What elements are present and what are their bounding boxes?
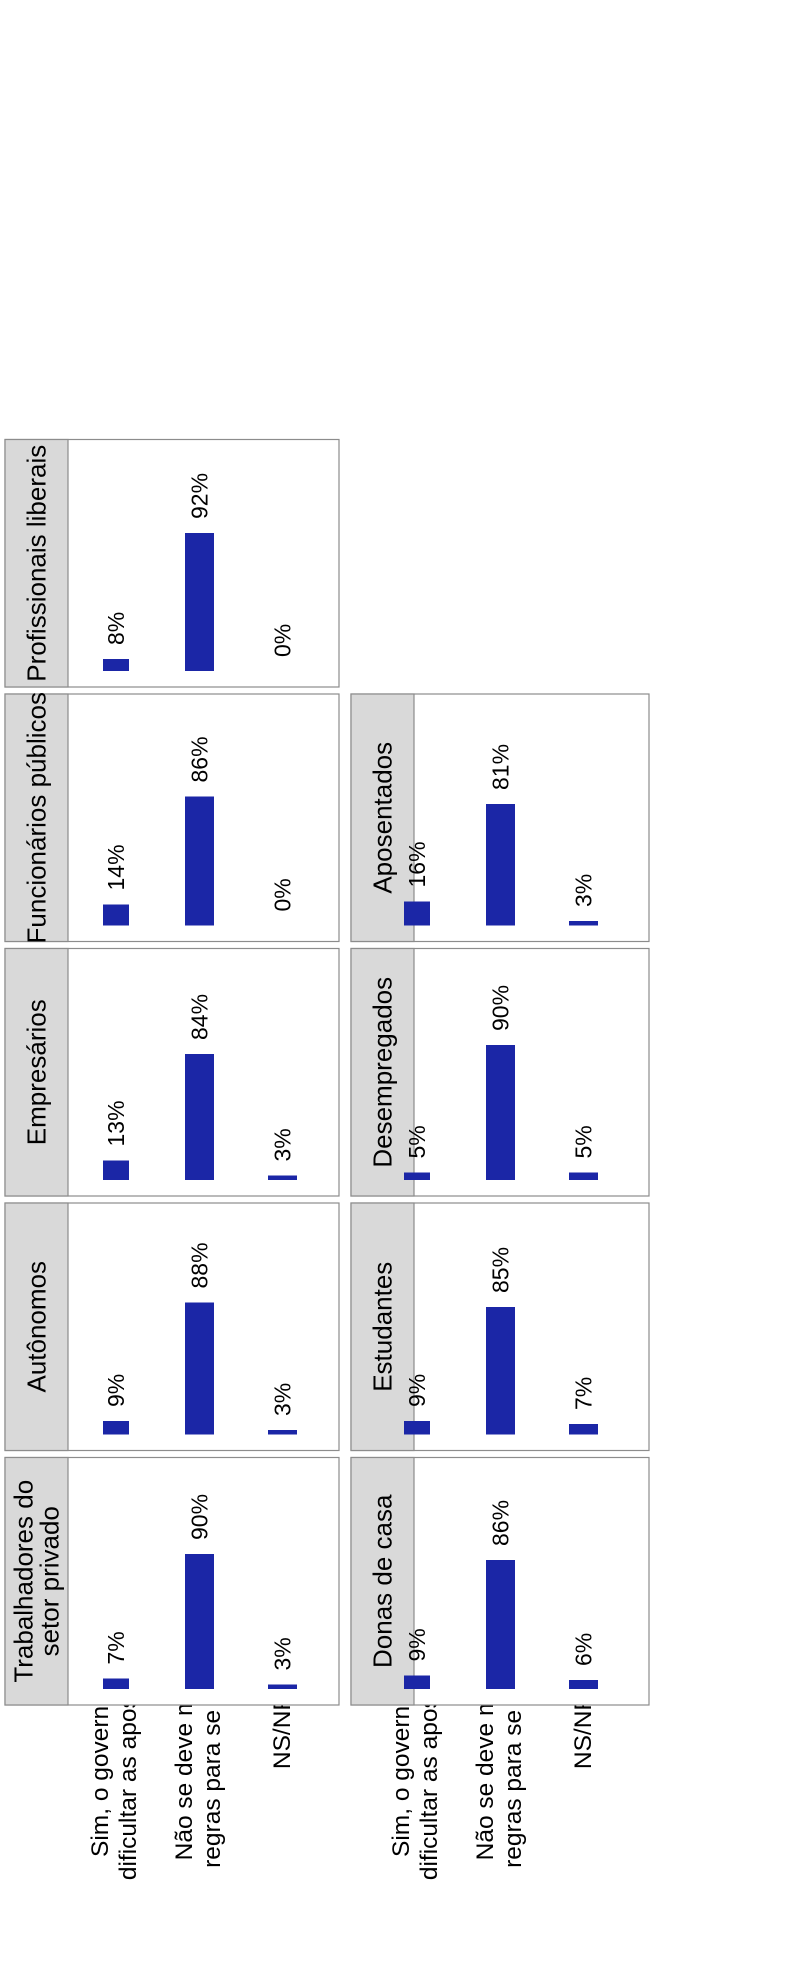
panel-strip	[4, 947, 69, 1197]
data-label: 0%	[270, 624, 296, 657]
data-label: 90%	[488, 985, 514, 1031]
data-label: 86%	[488, 1500, 514, 1546]
bar	[569, 1680, 598, 1689]
panel-title: Funcionários públicos	[22, 692, 52, 943]
data-label: 9%	[404, 1374, 430, 1407]
bar	[404, 1675, 430, 1689]
data-label: 3%	[270, 1383, 296, 1416]
data-label: 6%	[571, 1633, 597, 1666]
panel-title-line: Autônomos	[22, 1261, 52, 1393]
panel: Autônomos 9% 88% 3%	[4, 1202, 340, 1452]
bar	[103, 1421, 129, 1435]
panel-title: Profissionais liberais	[22, 445, 52, 682]
bar	[404, 1172, 430, 1180]
data-label: 7%	[571, 1377, 597, 1410]
bar	[486, 1307, 515, 1435]
bar	[404, 1421, 430, 1435]
panel-title: Aposentados	[368, 742, 398, 894]
bar	[268, 1684, 297, 1689]
panel: Empresários 13% 84% 3%	[4, 947, 340, 1197]
data-label: 13%	[103, 1100, 129, 1146]
panel: Donas de casa 9% 86% 6%	[350, 1456, 650, 1706]
data-label: 0%	[270, 878, 296, 911]
panel: Aposentados 16% 81% 3%	[350, 693, 650, 943]
data-label: 84%	[187, 994, 213, 1040]
panel-title-line: Funcionários públicos	[22, 692, 52, 943]
panel-strip	[350, 1456, 415, 1706]
panel: Desempregados 5%90%5%	[350, 947, 650, 1197]
data-label: 5%	[571, 1125, 597, 1158]
bar	[569, 1424, 598, 1435]
data-label: 8%	[103, 612, 129, 645]
panel-title-line: Donas de casa	[368, 1494, 398, 1668]
bar	[404, 901, 430, 926]
panel-title: Donas de casa	[368, 1494, 398, 1668]
panel: Profissionais liberais 8% 92% 0%	[4, 438, 340, 688]
data-label: 3%	[270, 1637, 296, 1670]
panel-strip	[4, 438, 69, 688]
panel: Estudantes 9% 85% 7%	[350, 1202, 650, 1452]
bar	[569, 1172, 598, 1180]
bar	[185, 796, 214, 926]
data-label: 9%	[103, 1374, 129, 1407]
data-label: 9%	[404, 1628, 430, 1661]
data-label: 3%	[270, 1128, 296, 1161]
bar	[268, 1430, 297, 1435]
data-label: 86%	[187, 736, 213, 782]
panel-title-line: setor privado	[35, 1506, 65, 1656]
panel-strip	[350, 1202, 415, 1452]
panel-title-line: Empresários	[22, 999, 52, 1145]
data-label: 3%	[571, 874, 597, 907]
data-label: 90%	[187, 1494, 213, 1540]
bar	[185, 1054, 214, 1180]
panel-title: Desempregados	[368, 977, 398, 1168]
panel-title-line: Estudantes	[368, 1262, 398, 1392]
panel-strip	[4, 1456, 69, 1706]
data-label: 92%	[187, 473, 213, 519]
bar	[103, 659, 129, 671]
data-label: 16%	[404, 841, 430, 887]
data-label: 14%	[103, 844, 129, 890]
panel-strip	[350, 947, 415, 1197]
panel-title: Estudantes	[368, 1262, 398, 1392]
bar	[486, 1560, 515, 1689]
data-label: 81%	[488, 744, 514, 790]
bar	[268, 1175, 297, 1180]
data-label: 5%	[404, 1125, 430, 1158]
data-label: 7%	[103, 1631, 129, 1664]
panel: Funcionários públicos 14% 86% 0%	[4, 692, 340, 943]
panel-title-line: Trabalhadores do	[9, 1480, 39, 1683]
data-label: 85%	[488, 1247, 514, 1293]
panel-title-line: Aposentados	[368, 742, 398, 894]
panel-title: Empresários	[22, 999, 52, 1145]
panel: Trabalhadores dosetor privado 7% 90% 3%	[4, 1456, 340, 1706]
rotated-chart-group: Sim, o governo deveriadificultar as apos…	[4, 438, 650, 1880]
bar	[185, 1302, 214, 1435]
bar	[185, 533, 214, 671]
data-label: 88%	[187, 1242, 213, 1288]
bar	[103, 904, 129, 926]
bar	[569, 921, 598, 926]
panel-title-line: Desempregados	[368, 977, 398, 1168]
panel-title: Trabalhadores dosetor privado	[9, 1480, 65, 1683]
bar	[486, 1045, 515, 1180]
bar	[185, 1554, 214, 1689]
panel-strip	[4, 1202, 69, 1452]
bar	[486, 804, 515, 926]
panel-title-line: Profissionais liberais	[22, 445, 52, 682]
bar	[103, 1160, 129, 1180]
panel-title: Autônomos	[22, 1261, 52, 1393]
panel-strip	[350, 693, 415, 943]
bar	[103, 1678, 129, 1689]
panel-strip	[4, 693, 69, 943]
